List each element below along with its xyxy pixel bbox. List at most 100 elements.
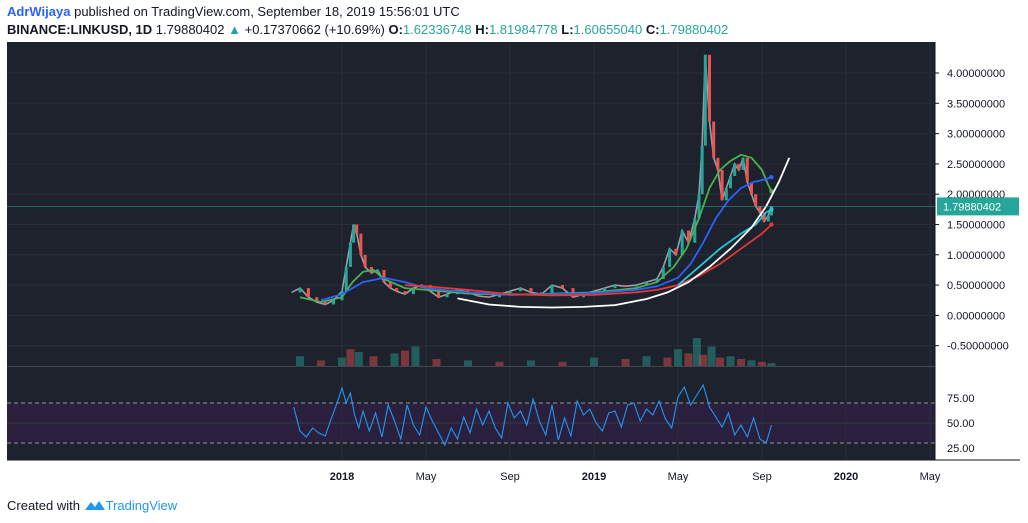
price-candle — [403, 291, 407, 295]
volume-bar — [747, 360, 756, 366]
volume-bar — [707, 346, 716, 366]
moving-average-end-dot — [769, 222, 774, 227]
volume-bar — [338, 357, 346, 366]
price-change: +0.17370662 (+10.69%) — [244, 22, 385, 37]
volume-bar — [411, 346, 420, 366]
volume-bar — [699, 354, 708, 366]
price-tick-label: 3.00000000 — [947, 129, 1005, 141]
price-candle — [550, 285, 554, 295]
price-candle — [655, 279, 659, 283]
tradingview-logo-icon — [84, 498, 106, 515]
price-candle — [687, 230, 690, 243]
time-tick-label: 2019 — [582, 471, 606, 483]
high-value: 1.81984778 — [488, 22, 558, 37]
price-candle — [758, 206, 762, 213]
publish-line: AdrWijaya published on TradingView.com, … — [7, 4, 460, 19]
price-candle — [348, 242, 352, 267]
volume-bar — [390, 353, 399, 366]
price-candle — [741, 157, 745, 170]
price-candle — [561, 285, 564, 289]
moving-average-red — [404, 223, 773, 297]
price-tick-label: 0.00000000 — [947, 310, 1005, 322]
author-name[interactable]: AdrWijaya — [7, 4, 71, 19]
volume-bar — [737, 359, 745, 366]
volume-bar — [758, 361, 766, 366]
volume-bar — [346, 349, 355, 366]
price-candle — [298, 288, 302, 293]
high-label: H: — [475, 22, 489, 37]
time-tick-label: May — [920, 471, 941, 483]
parabolic-trendline — [457, 157, 791, 309]
price-candle — [724, 188, 728, 201]
volume-bar — [726, 356, 735, 366]
price-tick-label: 3.50000000 — [947, 98, 1005, 110]
price-candle — [680, 230, 684, 255]
price-candle — [712, 121, 716, 158]
close-label: C: — [645, 22, 660, 37]
volume-bar — [642, 356, 651, 366]
price-candle — [466, 289, 470, 293]
price-candle — [645, 282, 648, 286]
volume-bar — [716, 357, 724, 366]
time-tick-label: Sep — [500, 471, 520, 483]
price-candle — [613, 285, 617, 289]
close-value: 1.79880402 — [659, 22, 729, 37]
price-candle — [323, 302, 327, 305]
volume-bar — [684, 353, 693, 366]
time-tick-label: Sep — [752, 471, 772, 483]
moving-average-end-dot — [769, 175, 774, 180]
time-tick-label: 2020 — [834, 471, 858, 483]
rsi-tick-label: 25.00 — [947, 443, 975, 455]
price-candle — [437, 291, 441, 298]
price-candle — [703, 54, 707, 146]
price-candle — [382, 269, 386, 283]
price-candle — [737, 163, 741, 170]
price-tick-label: 0.50000000 — [947, 280, 1005, 292]
price-candle — [750, 182, 753, 195]
tradingview-brand[interactable]: TradingView — [105, 498, 178, 513]
up-arrow-icon: ▲ — [228, 22, 241, 37]
current-price-tag — [937, 197, 1019, 216]
rsi-tick-label: 75.00 — [947, 393, 975, 405]
price-candle — [634, 285, 638, 287]
price-candle — [762, 212, 766, 222]
volume-bar — [621, 359, 630, 366]
published-text: published on TradingView.com, September … — [74, 4, 460, 19]
time-tick-label: May — [416, 471, 437, 483]
price-candle — [729, 176, 732, 189]
ohlc-line: BINANCE:LINKUSD, 1D 1.79880402 ▲ +0.1737… — [7, 22, 728, 37]
open-label: O: — [388, 22, 403, 37]
price-candle — [519, 288, 522, 292]
price-candle — [332, 300, 336, 305]
volume-bar — [464, 360, 472, 366]
price-candle — [376, 269, 380, 273]
last-price: 1.79880402 — [155, 22, 225, 37]
volume-bar — [495, 361, 504, 366]
price-candle — [720, 169, 724, 201]
created-with-text: Created with — [7, 498, 80, 513]
price-candle — [411, 288, 415, 295]
volume-bar — [663, 357, 672, 366]
price-candle — [603, 288, 606, 292]
price-candle — [624, 285, 627, 287]
price-tick-label: 4.00000000 — [947, 68, 1005, 80]
moving-average-blue — [320, 176, 772, 302]
price-candle — [344, 266, 348, 292]
price-candle — [363, 254, 367, 267]
volume-bar — [369, 356, 378, 366]
price-candle — [668, 248, 672, 267]
time-tick-label: 2018 — [330, 471, 354, 483]
volume-bar — [354, 352, 363, 366]
volume-bar — [590, 357, 598, 366]
price-candle — [700, 145, 704, 195]
volume-bar — [296, 356, 304, 366]
volume-bar — [432, 359, 441, 366]
volume-bar — [558, 361, 567, 366]
price-candle — [733, 163, 737, 177]
current-price-label: 1.79880402 — [943, 201, 1001, 213]
price-candle — [445, 294, 449, 298]
price-candle — [355, 224, 359, 234]
low-value: 1.60655040 — [573, 22, 643, 37]
price-tick-label: -0.50000000 — [947, 341, 1009, 353]
